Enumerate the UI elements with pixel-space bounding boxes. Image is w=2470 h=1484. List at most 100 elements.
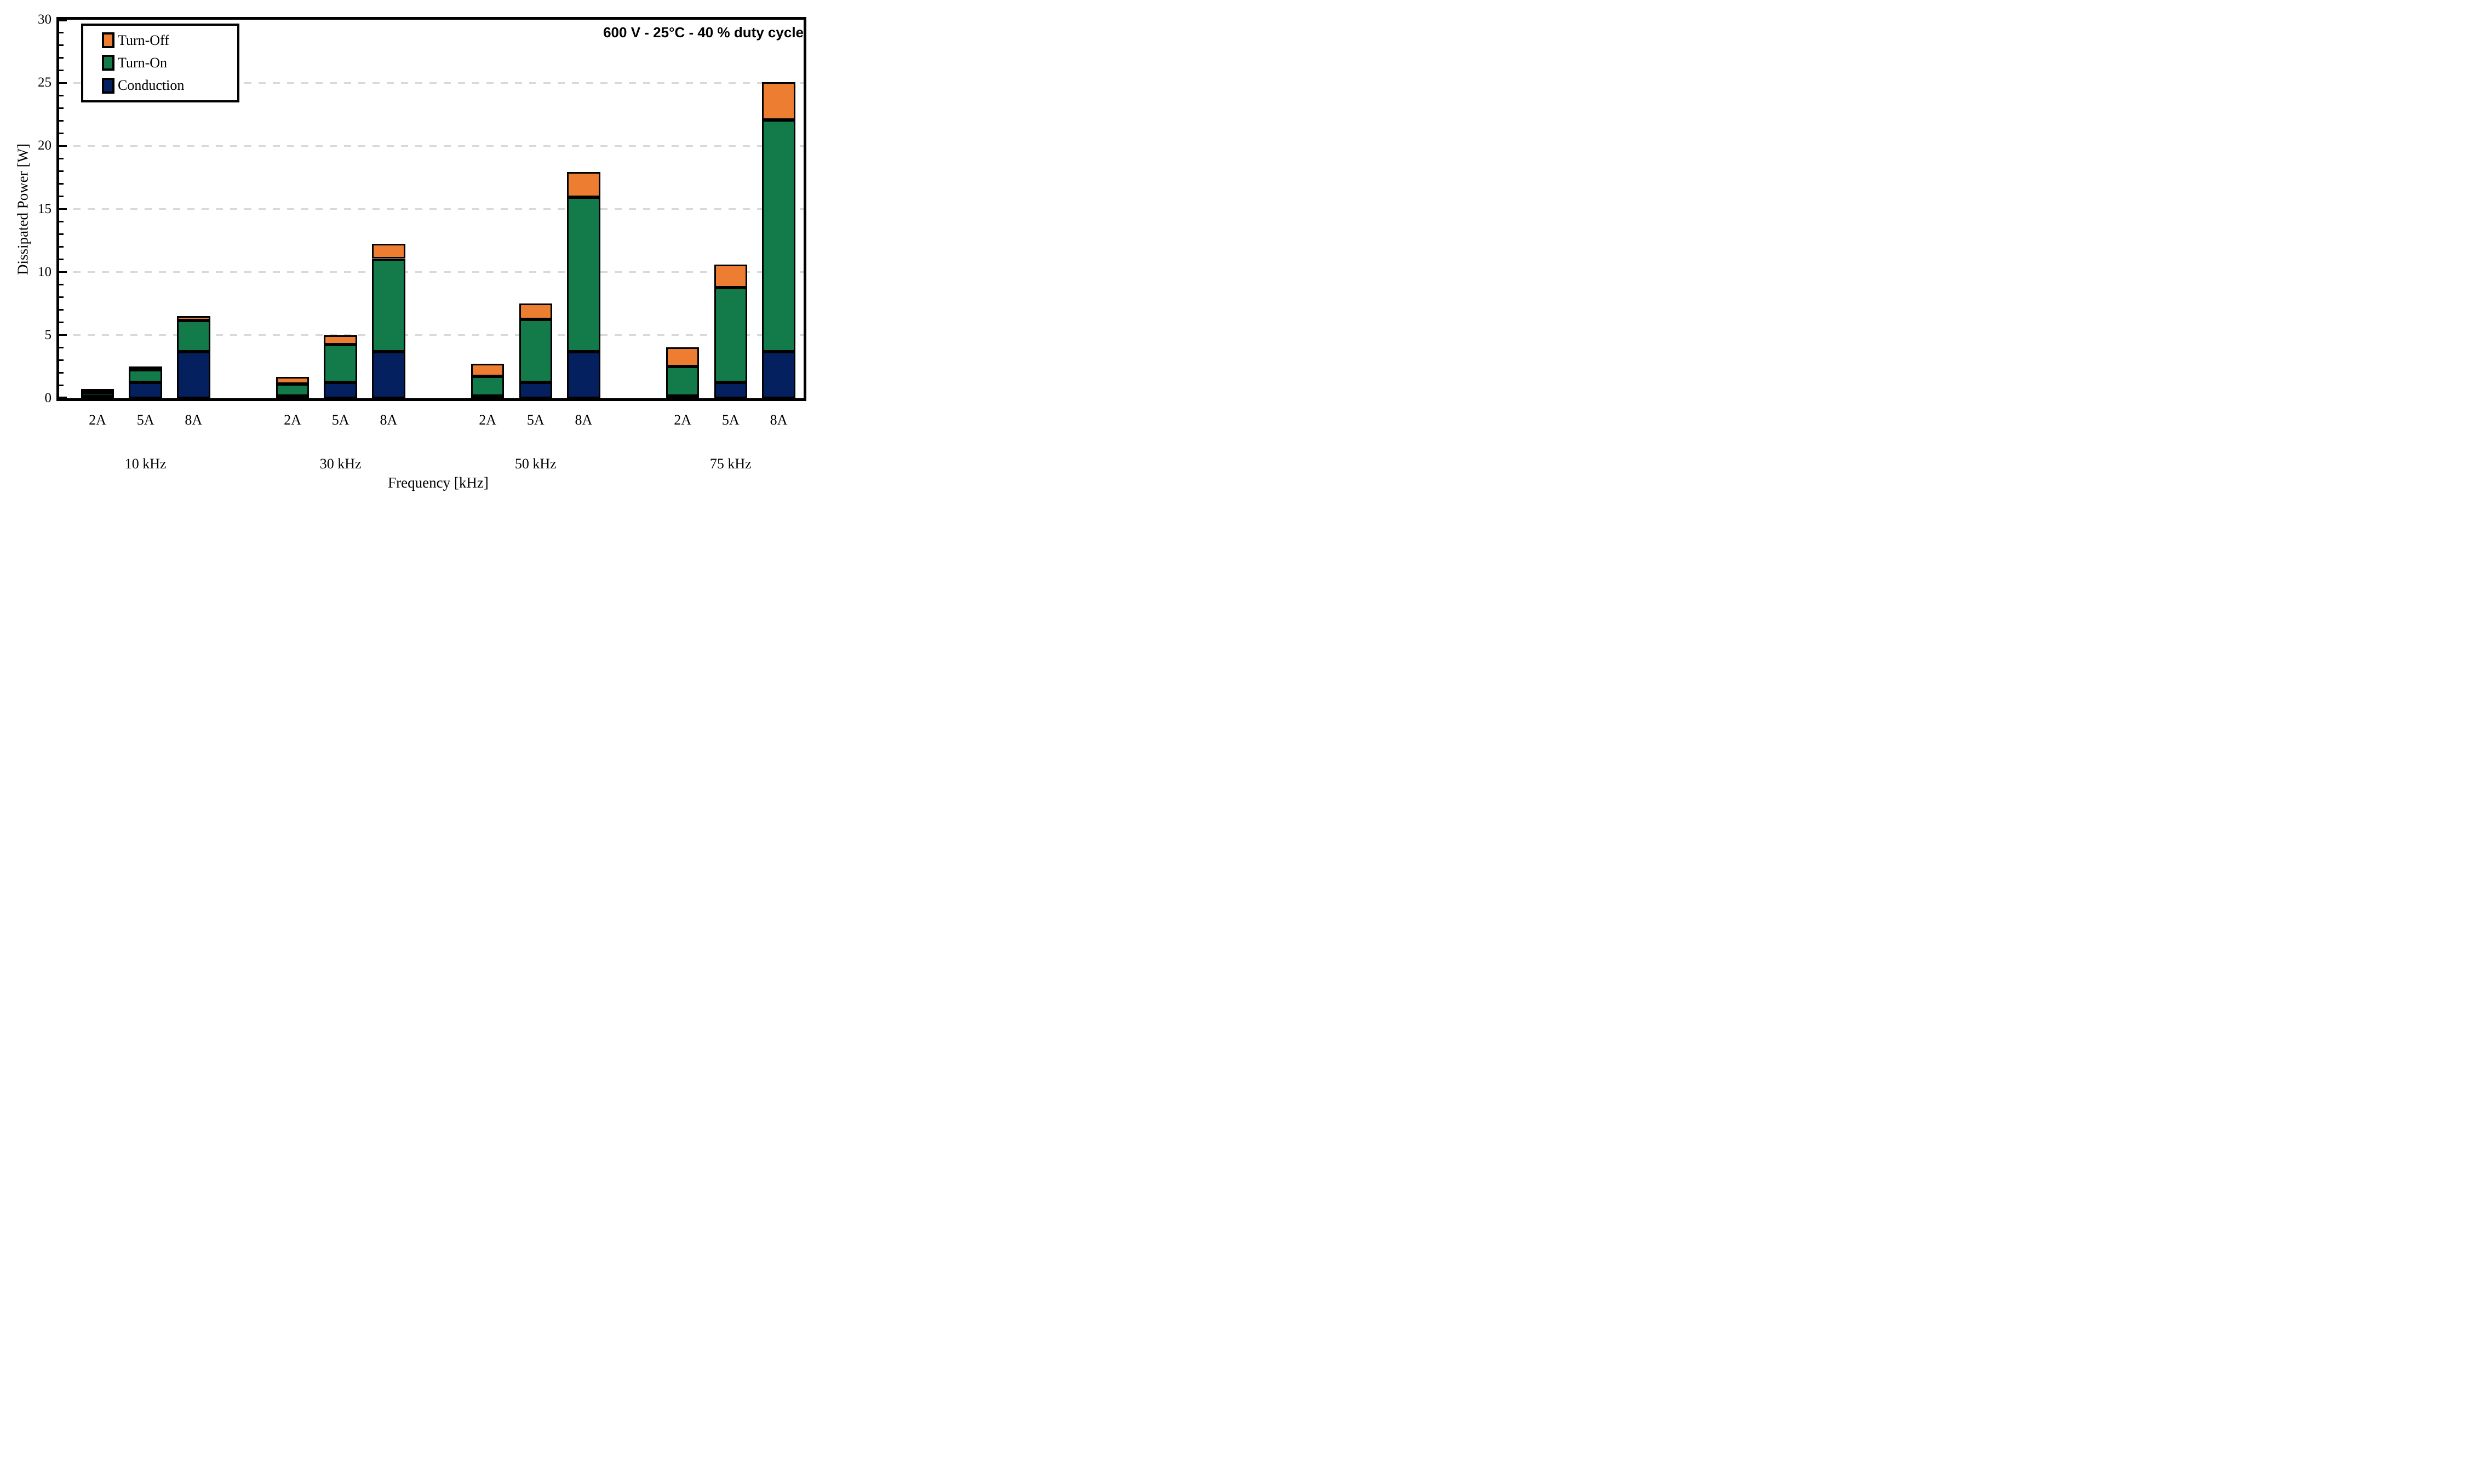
y-tick-label: 15 [38,201,51,216]
group-frequency-label: 30 kHz [319,456,362,472]
bar-current-label: 2A [479,412,496,428]
gridline [59,82,804,84]
minor-tick [59,284,64,286]
major-tick [59,334,67,336]
gridline [59,271,804,273]
group-frequency-label: 50 kHz [514,456,557,472]
bar-segment-conduction [129,382,162,398]
legend-item-turn-on: Turn-On [102,55,234,71]
bar-segment-turn-on [324,344,357,382]
major-tick [59,397,67,398]
minor-tick [59,107,64,109]
minor-tick [59,221,64,223]
major-tick [59,82,67,84]
bar-segment-turn-off [129,366,162,370]
y-tick-label: 20 [38,138,51,153]
minor-tick [59,322,64,324]
bar-segment-turn-off [177,316,210,321]
minor-tick [59,44,64,46]
bar-segment-turn-off [666,347,700,366]
bar-segment-turn-on [372,259,405,352]
bar-current-label: 8A [380,412,398,428]
minor-tick [59,296,64,299]
y-tick-label: 30 [38,12,51,27]
bar-segment-conduction [519,382,552,398]
bar-current-label: 2A [89,412,106,428]
bar-current-label: 5A [136,412,154,428]
minor-tick [59,372,64,374]
major-tick [59,271,67,273]
minor-tick [59,170,64,172]
plot-area [56,17,806,401]
bar-segment-turn-on [129,370,162,382]
bar-current-label: 2A [284,412,301,428]
bar-segment-turn-on [762,120,795,352]
y-tick-label: 10 [38,264,51,279]
bar-segment-turn-off [81,388,114,392]
bar-segment-conduction [324,382,357,398]
minor-tick [59,31,64,33]
gridline [59,208,804,210]
turn-off-swatch-icon [102,32,114,49]
bar-segment-turn-on [276,384,310,397]
bar-segment-turn-off [762,82,795,121]
legend-item-conduction: Conduction [102,77,234,94]
bar-current-label: 8A [575,412,593,428]
bar-current-label: 8A [185,412,203,428]
bar-segment-turn-on [519,319,552,382]
bar-segment-turn-off [276,377,310,385]
condition-annotation: 600 V - 25°C - 40 % duty cycle [603,24,804,41]
minor-tick [59,94,64,96]
bar-segment-turn-off [372,244,405,259]
bar-segment-turn-on [567,197,600,352]
minor-tick [59,182,64,185]
minor-tick [59,233,64,236]
legend-item-turn-off: Turn-Off [102,32,234,49]
minor-tick [59,259,64,261]
legend-label: Conduction [118,77,185,94]
minor-tick [59,246,64,248]
minor-tick [59,359,64,362]
chart-figure: Dissipated Power [W] 0 5 10 15 20 25 30 Turn-O… [0,0,823,495]
bar-segment-turn-on [714,288,748,382]
bar-current-label: 2A [674,412,692,428]
bar-segment-turn-on [666,366,700,397]
x-axis-title: Frequency [kHz] [388,474,489,491]
gridline [59,145,804,147]
legend: Turn-Off Turn-On Conduction [81,24,239,102]
gridline [59,334,804,336]
minor-tick [59,69,64,71]
bar-current-label: 5A [526,412,545,428]
bar-segment-turn-on [471,376,505,397]
minor-tick [59,56,64,59]
y-tick-label: 25 [38,75,51,90]
bar-segment-conduction [177,351,210,398]
group-frequency-label: 10 kHz [124,456,167,472]
legend-label: Turn-On [118,54,168,71]
bar-segment-conduction [762,351,795,398]
major-tick [59,20,67,21]
bar-current-label: 5A [331,412,349,428]
bar-segment-conduction [372,351,405,398]
minor-tick [59,385,64,387]
bar-segment-turn-off [471,363,505,376]
minor-tick [59,309,64,311]
y-tick-label: 0 [44,391,52,405]
major-tick [59,208,67,210]
bar-segment-conduction [567,351,600,398]
bar-segment-turn-on [177,320,210,352]
bar-segment-turn-on [81,392,114,397]
major-tick [59,145,67,147]
bar-segment-turn-off [567,171,600,197]
minor-tick [59,157,64,159]
bar-segment-conduction [714,382,748,398]
y-tick-label: 5 [44,327,52,342]
minor-tick [59,119,64,122]
bar-segment-turn-off [714,264,748,288]
bar-current-label: 5A [721,412,740,428]
minor-tick [59,195,64,197]
minor-tick [59,347,64,349]
conduction-swatch-icon [102,77,114,94]
group-frequency-label: 75 kHz [709,456,752,472]
bar-segment-turn-off [519,303,552,319]
